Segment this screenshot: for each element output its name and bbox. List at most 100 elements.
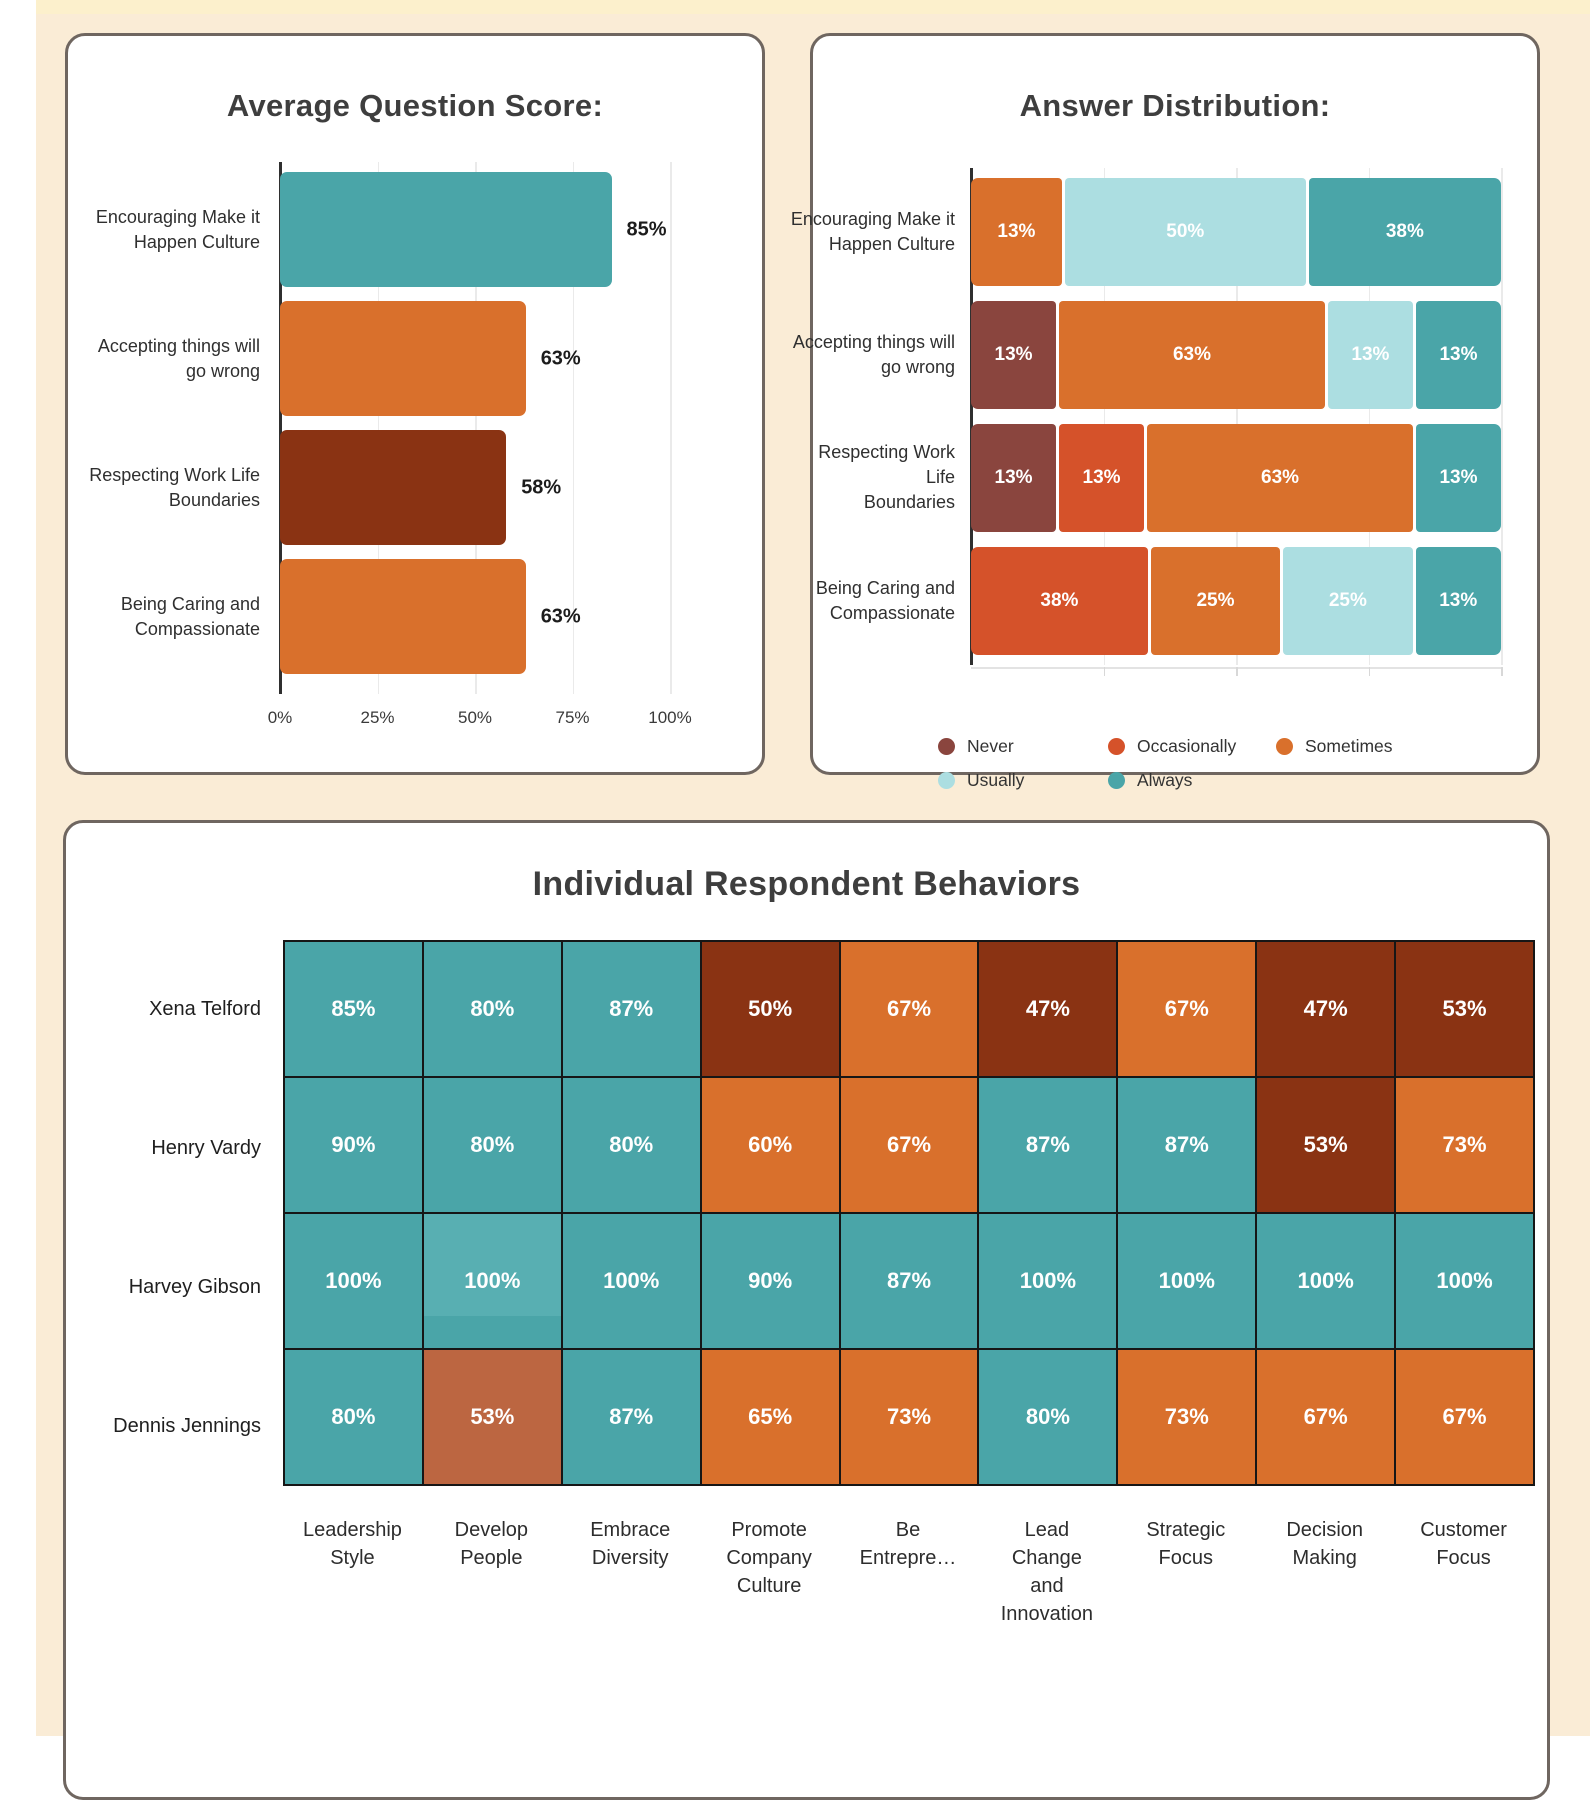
dist-bar-row: Respecting Work Life Boundaries 13% 13% 63%…	[818, 424, 1501, 532]
dist-category-label: Being Caring and Compassionate	[815, 577, 955, 623]
heatmap-cell-value: 100%	[1158, 1268, 1215, 1293]
avg-x-tick-label: 75%	[555, 708, 590, 727]
heatmap-cell: 100%	[978, 1213, 1118, 1349]
avg-y-axis-line	[279, 162, 282, 694]
avg-gridline	[475, 162, 477, 694]
heatmap-cell-value: 87%	[609, 1404, 654, 1429]
heatmap-cell: 80%	[422, 941, 562, 1077]
dist-segment-usually: 50%	[1064, 178, 1306, 286]
avg-bar	[280, 430, 507, 545]
heatmap-cell-value: 73%	[886, 1404, 932, 1429]
individual-respondent-behaviors-title: Individual Respondent Behaviors	[532, 865, 1081, 903]
avg-category-label: Being Caring and Compassionate	[120, 593, 260, 639]
heatmap-cell: 73%	[1395, 1077, 1535, 1213]
average-question-score-title: Average Question Score:	[226, 88, 604, 123]
avg-gridline	[377, 162, 379, 694]
heatmap-row: 85% 80% 87% 50% 67% 47% 67% 47% 53%	[284, 941, 1535, 1077]
heatmap-cell-value: 90%	[331, 1132, 376, 1157]
heatmap-cell: 80%	[561, 1077, 701, 1213]
dist-segment-sometimes: 63%	[1059, 301, 1325, 409]
dist-segment-usually: 13%	[1327, 301, 1413, 409]
heatmap-cell-value: 67%	[1442, 1404, 1487, 1429]
heatmap-column-label: Strategic Focus	[1146, 1519, 1226, 1569]
avg-gridline	[670, 162, 672, 694]
heatmap-cell-value: 80%	[609, 1132, 654, 1157]
heatmap-cell-value: 100%	[464, 1268, 521, 1293]
heatmap-cell-value: 100%	[1436, 1268, 1493, 1293]
average-question-score-plot: Encouraging Make it Happen Culture 85% Acc…	[89, 162, 692, 727]
heatmap-row: 100% 100% 100% 90% 87% 100% 100% 100% 100%	[284, 1213, 1535, 1349]
heatmap-row: 90% 80% 80% 60% 67% 87% 87% 53% 73%	[284, 1077, 1535, 1213]
usually-swatch-icon	[938, 772, 955, 789]
heatmap-cell-value: 100%	[325, 1268, 382, 1293]
heatmap-cell-value: 73%	[1442, 1132, 1487, 1157]
answer-distribution-plot: Encouraging Make it Happen Culture 13% 50%…	[791, 168, 1503, 676]
legend-item-always: Always	[1108, 770, 1276, 791]
heatmap-column-label: Lead Change and Innovation	[1000, 1519, 1094, 1625]
behavior-heatmap: 85% 80% 87% 50% 67% 47% 67% 47% 53% 90% 80% 80% 60% 6…	[283, 940, 1535, 1486]
heatmap-cell: 87%	[978, 1077, 1118, 1213]
dist-segment-label: 63%	[1172, 344, 1211, 365]
heatmap-cell: 87%	[1117, 1077, 1257, 1213]
dist-segment-label: 50%	[1166, 221, 1205, 242]
dist-base-tick	[1103, 667, 1105, 676]
heatmap-cell-value: 47%	[1303, 996, 1348, 1021]
avg-bar-row: Encouraging Make it Happen Culture 85%	[96, 172, 670, 287]
heatmap-cell: 100%	[561, 1213, 701, 1349]
avg-value-label: 58%	[521, 476, 562, 498]
heatmap-cell-value: 50%	[748, 996, 793, 1021]
legend-item-usually: Usually	[938, 770, 1108, 791]
avg-x-tick-label: 50%	[457, 708, 493, 727]
dist-segment-label: 63%	[1261, 467, 1300, 488]
avg-bar-row: Being Caring and Compassionate 63%	[121, 559, 670, 674]
answer-distribution-card: Answer Distribution: Encouraging Make it…	[791, 33, 1540, 790]
heatmap-cell-value: 67%	[1164, 996, 1209, 1021]
heatmap-cell: 100%	[284, 1213, 423, 1349]
avg-x-tick-label: 25%	[360, 708, 395, 727]
legend-item-never: Never	[938, 736, 1108, 757]
dist-segment-always: 38%	[1308, 178, 1501, 286]
dist-segment-sometimes: 25%	[1150, 547, 1281, 655]
dist-segment-label: 25%	[1328, 590, 1367, 611]
dist-segment-never: 13%	[971, 301, 1057, 409]
heatmap-row-label: Henry Vardy	[151, 1137, 261, 1159]
dist-bar-row: Encouraging Make it Happen Culture 13% 50%…	[791, 178, 1501, 286]
dist-y-axis-line	[970, 168, 973, 665]
dist-segment-usually: 25%	[1283, 547, 1413, 655]
heatmap-cell-value: 67%	[1303, 1404, 1348, 1429]
dist-gridline	[1103, 168, 1105, 665]
heatmap-cell-value: 53%	[1442, 996, 1487, 1021]
dist-segment-sometimes: 63%	[1147, 424, 1413, 532]
answer-distribution-legend: Never Occasionally Sometimes Usually Alw…	[938, 736, 1393, 791]
heatmap-cell: 53%	[1395, 941, 1535, 1077]
heatmap-cell: 85%	[284, 941, 423, 1077]
dist-segment-label: 13%	[994, 344, 1033, 365]
average-question-score-card: Average Question Score: Encouraging Make…	[65, 33, 765, 775]
dist-gridline	[1236, 168, 1238, 665]
dist-segment-label: 13%	[1082, 467, 1121, 488]
avg-x-tick-label: 100%	[648, 708, 692, 727]
avg-x-tick-label: 0%	[267, 708, 293, 727]
dist-segment-occasionally: 13%	[1059, 424, 1145, 532]
heatmap-row-label: Dennis Jennings	[113, 1415, 261, 1437]
heatmap-cell: 67%	[1395, 1349, 1535, 1485]
heatmap-cell: 87%	[839, 1213, 979, 1349]
dist-category-label: Respecting Work Life Boundaries	[818, 442, 955, 513]
heatmap-cell: 60%	[700, 1077, 840, 1213]
dist-segment-always: 13%	[1415, 424, 1501, 532]
heatmap-cell: 53%	[1256, 1077, 1396, 1213]
heatmap-cell-value: 67%	[886, 996, 932, 1021]
heatmap-cell: 47%	[1256, 941, 1396, 1077]
heatmap-cell-value: 80%	[331, 1404, 376, 1429]
heatmap-cell-value: 87%	[1164, 1132, 1209, 1157]
heatmap-cell: 67%	[1256, 1349, 1396, 1485]
dist-segment-label: 13%	[994, 467, 1033, 488]
heatmap-cell: 53%	[422, 1349, 562, 1485]
dist-bar-row: Accepting things will go wrong 13% 63% 13% 1…	[793, 301, 1501, 409]
heatmap-cell-value: 100%	[1019, 1268, 1077, 1293]
heatmap-cell-value: 65%	[748, 1404, 793, 1429]
heatmap-row-label: Harvey Gibson	[128, 1276, 261, 1298]
legend-item-sometimes: Sometimes	[1276, 736, 1393, 757]
heatmap-cell-value: 60%	[748, 1132, 793, 1157]
heatmap-cell: 47%	[978, 941, 1118, 1077]
